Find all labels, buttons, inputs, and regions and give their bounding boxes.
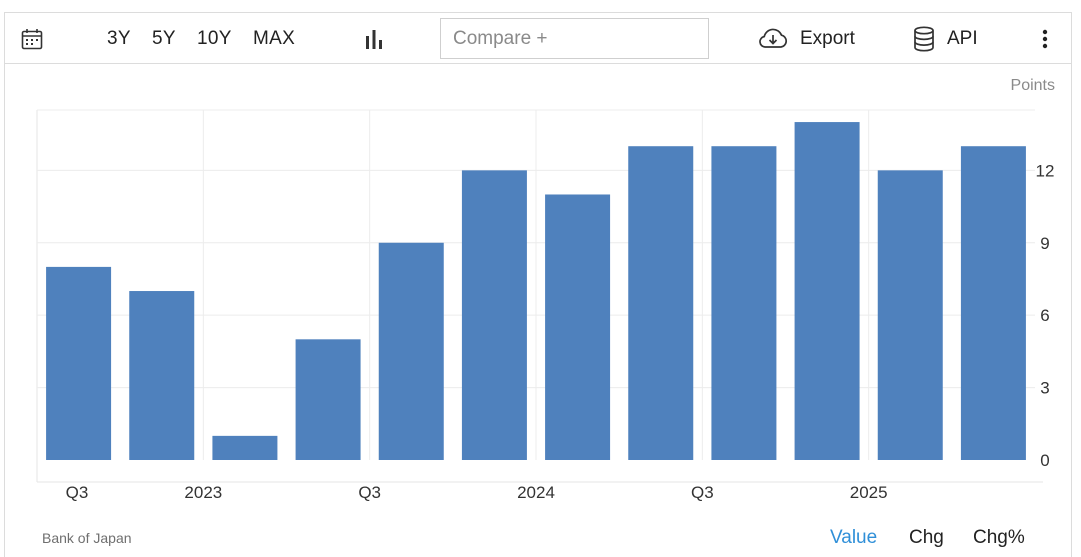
range-3y-button[interactable]: 3Y	[107, 28, 131, 49]
y-tick-label: 6	[1040, 306, 1049, 325]
bar	[295, 339, 361, 460]
compare-input[interactable]	[440, 18, 709, 59]
bar	[960, 146, 1026, 460]
bar	[378, 242, 444, 460]
source-label: Bank of Japan	[42, 530, 132, 546]
export-button[interactable]: Export	[800, 28, 855, 49]
bar	[461, 170, 527, 460]
more-options-icon[interactable]	[1041, 13, 1049, 65]
x-tick-label: 2023	[184, 483, 222, 502]
change-mode-button[interactable]: Chg	[909, 527, 944, 548]
range-5y-button[interactable]: 5Y	[152, 28, 176, 49]
change-percent-mode-button[interactable]: Chg%	[973, 527, 1025, 548]
bar	[794, 122, 860, 460]
y-axis-unit-label: Points	[1010, 77, 1055, 94]
bar	[711, 146, 777, 460]
api-button[interactable]: API	[947, 28, 978, 49]
bar	[628, 146, 694, 460]
x-tick-label: Q3	[691, 483, 714, 502]
database-icon[interactable]	[913, 13, 935, 65]
bar	[545, 194, 611, 460]
value-mode-button[interactable]: Value	[830, 527, 878, 548]
y-tick-label: 9	[1040, 234, 1049, 253]
y-tick-label: 12	[1036, 161, 1055, 180]
y-tick-label: 0	[1040, 451, 1049, 470]
x-tick-label: 2024	[517, 483, 555, 502]
bar	[46, 266, 112, 460]
cloud-download-icon[interactable]	[757, 13, 789, 65]
calendar-icon[interactable]	[21, 13, 43, 65]
range-max-button[interactable]: MAX	[253, 28, 296, 49]
x-tick-label: 2025	[850, 483, 888, 502]
range-10y-button[interactable]: 10Y	[197, 28, 232, 49]
bar	[877, 170, 943, 460]
bar-chart-icon[interactable]	[364, 13, 384, 65]
chart-toolbar: 3Y 5Y 10Y MAX Export API	[4, 12, 1072, 64]
y-tick-label: 3	[1040, 379, 1049, 398]
bar	[212, 435, 278, 460]
x-tick-label: Q3	[66, 483, 89, 502]
x-tick-label: Q3	[358, 483, 381, 502]
bar	[129, 291, 195, 460]
